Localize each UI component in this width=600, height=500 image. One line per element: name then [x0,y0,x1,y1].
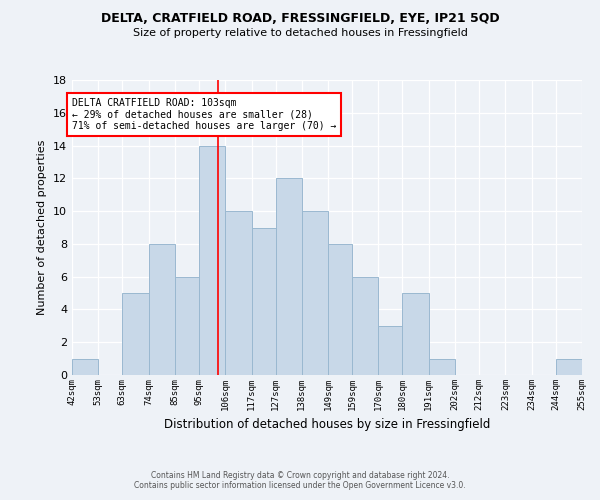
Bar [251,228,275,375]
Bar [429,358,455,375]
Bar [199,146,225,375]
Bar [275,178,302,375]
Bar [72,358,98,375]
Bar [149,244,175,375]
Text: DELTA CRATFIELD ROAD: 103sqm
← 29% of detached houses are smaller (28)
71% of se: DELTA CRATFIELD ROAD: 103sqm ← 29% of de… [72,98,337,131]
Text: Size of property relative to detached houses in Fressingfield: Size of property relative to detached ho… [133,28,467,38]
Bar [352,276,379,375]
Y-axis label: Number of detached properties: Number of detached properties [37,140,47,315]
Bar [175,276,199,375]
Bar [122,293,149,375]
Bar [403,293,429,375]
Text: DELTA, CRATFIELD ROAD, FRESSINGFIELD, EYE, IP21 5QD: DELTA, CRATFIELD ROAD, FRESSINGFIELD, EY… [101,12,499,26]
Text: Contains HM Land Registry data © Crown copyright and database right 2024.
Contai: Contains HM Land Registry data © Crown c… [134,470,466,490]
Bar [328,244,352,375]
Bar [225,211,251,375]
Bar [556,358,582,375]
X-axis label: Distribution of detached houses by size in Fressingfield: Distribution of detached houses by size … [164,418,490,432]
Bar [302,211,328,375]
Bar [379,326,403,375]
